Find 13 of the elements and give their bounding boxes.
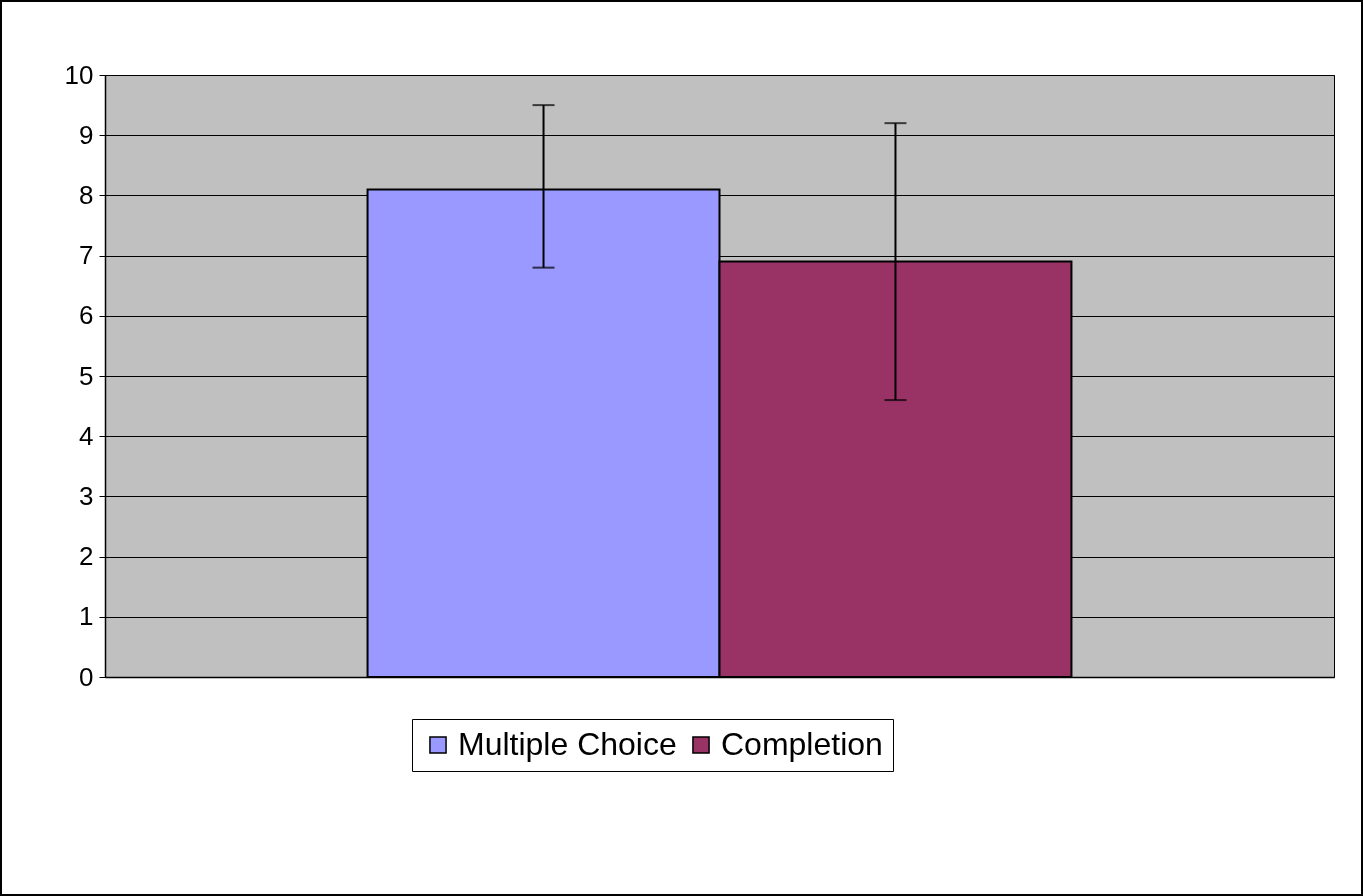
y-tick-label: 7 [79, 240, 94, 271]
y-tick-label: 1 [79, 601, 94, 632]
y-tick-label: 9 [79, 119, 94, 150]
y-tick-label: 5 [79, 360, 94, 391]
y-tick-label: 3 [79, 480, 94, 511]
y-tick-label: 0 [79, 661, 94, 692]
y-tick-label: 8 [79, 179, 94, 210]
legend-label: Multiple Choice [458, 726, 677, 762]
y-tick-label: 6 [79, 300, 94, 331]
y-tick-label: 10 [64, 59, 94, 90]
legend-label: Completion [721, 726, 883, 762]
y-tick-label: 4 [79, 420, 94, 451]
y-tick-label: 2 [79, 541, 94, 572]
